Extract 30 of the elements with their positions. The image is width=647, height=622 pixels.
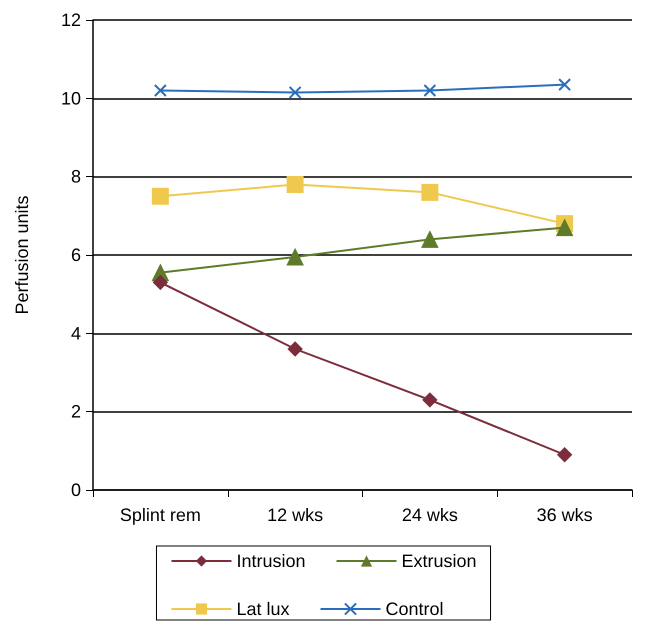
y-tick-label: 12 (60, 10, 81, 30)
legend-label: Extrusion (402, 551, 477, 571)
point (288, 342, 303, 356)
y-tick-label: 10 (60, 88, 81, 108)
x-tick-label: 24 wks (402, 505, 458, 525)
legend-label: Control (386, 599, 444, 619)
x-tick-label: 36 wks (536, 505, 593, 525)
point (288, 86, 302, 99)
point (421, 184, 438, 201)
point (286, 176, 304, 193)
point (421, 230, 438, 248)
legend-label: Lat lux (236, 599, 290, 619)
point (423, 84, 436, 97)
point (152, 188, 169, 205)
point (152, 274, 168, 290)
y-tick-label: 8 (70, 166, 81, 187)
y-tick-label: 6 (70, 245, 81, 265)
y-tick-label: 0 (70, 480, 81, 500)
point (556, 219, 574, 236)
point (286, 248, 304, 266)
point (422, 392, 438, 408)
point (558, 78, 572, 92)
point (154, 84, 167, 97)
x-tick-label: Splint rem (120, 505, 201, 525)
point (557, 447, 572, 462)
y-tick-label: 4 (70, 323, 81, 344)
y-tick-label: 2 (70, 402, 81, 422)
x-tick-label: 12 wks (267, 505, 324, 525)
legend-label: Intrusion (236, 551, 306, 571)
y-axis-title: Perfusion units (12, 195, 32, 315)
